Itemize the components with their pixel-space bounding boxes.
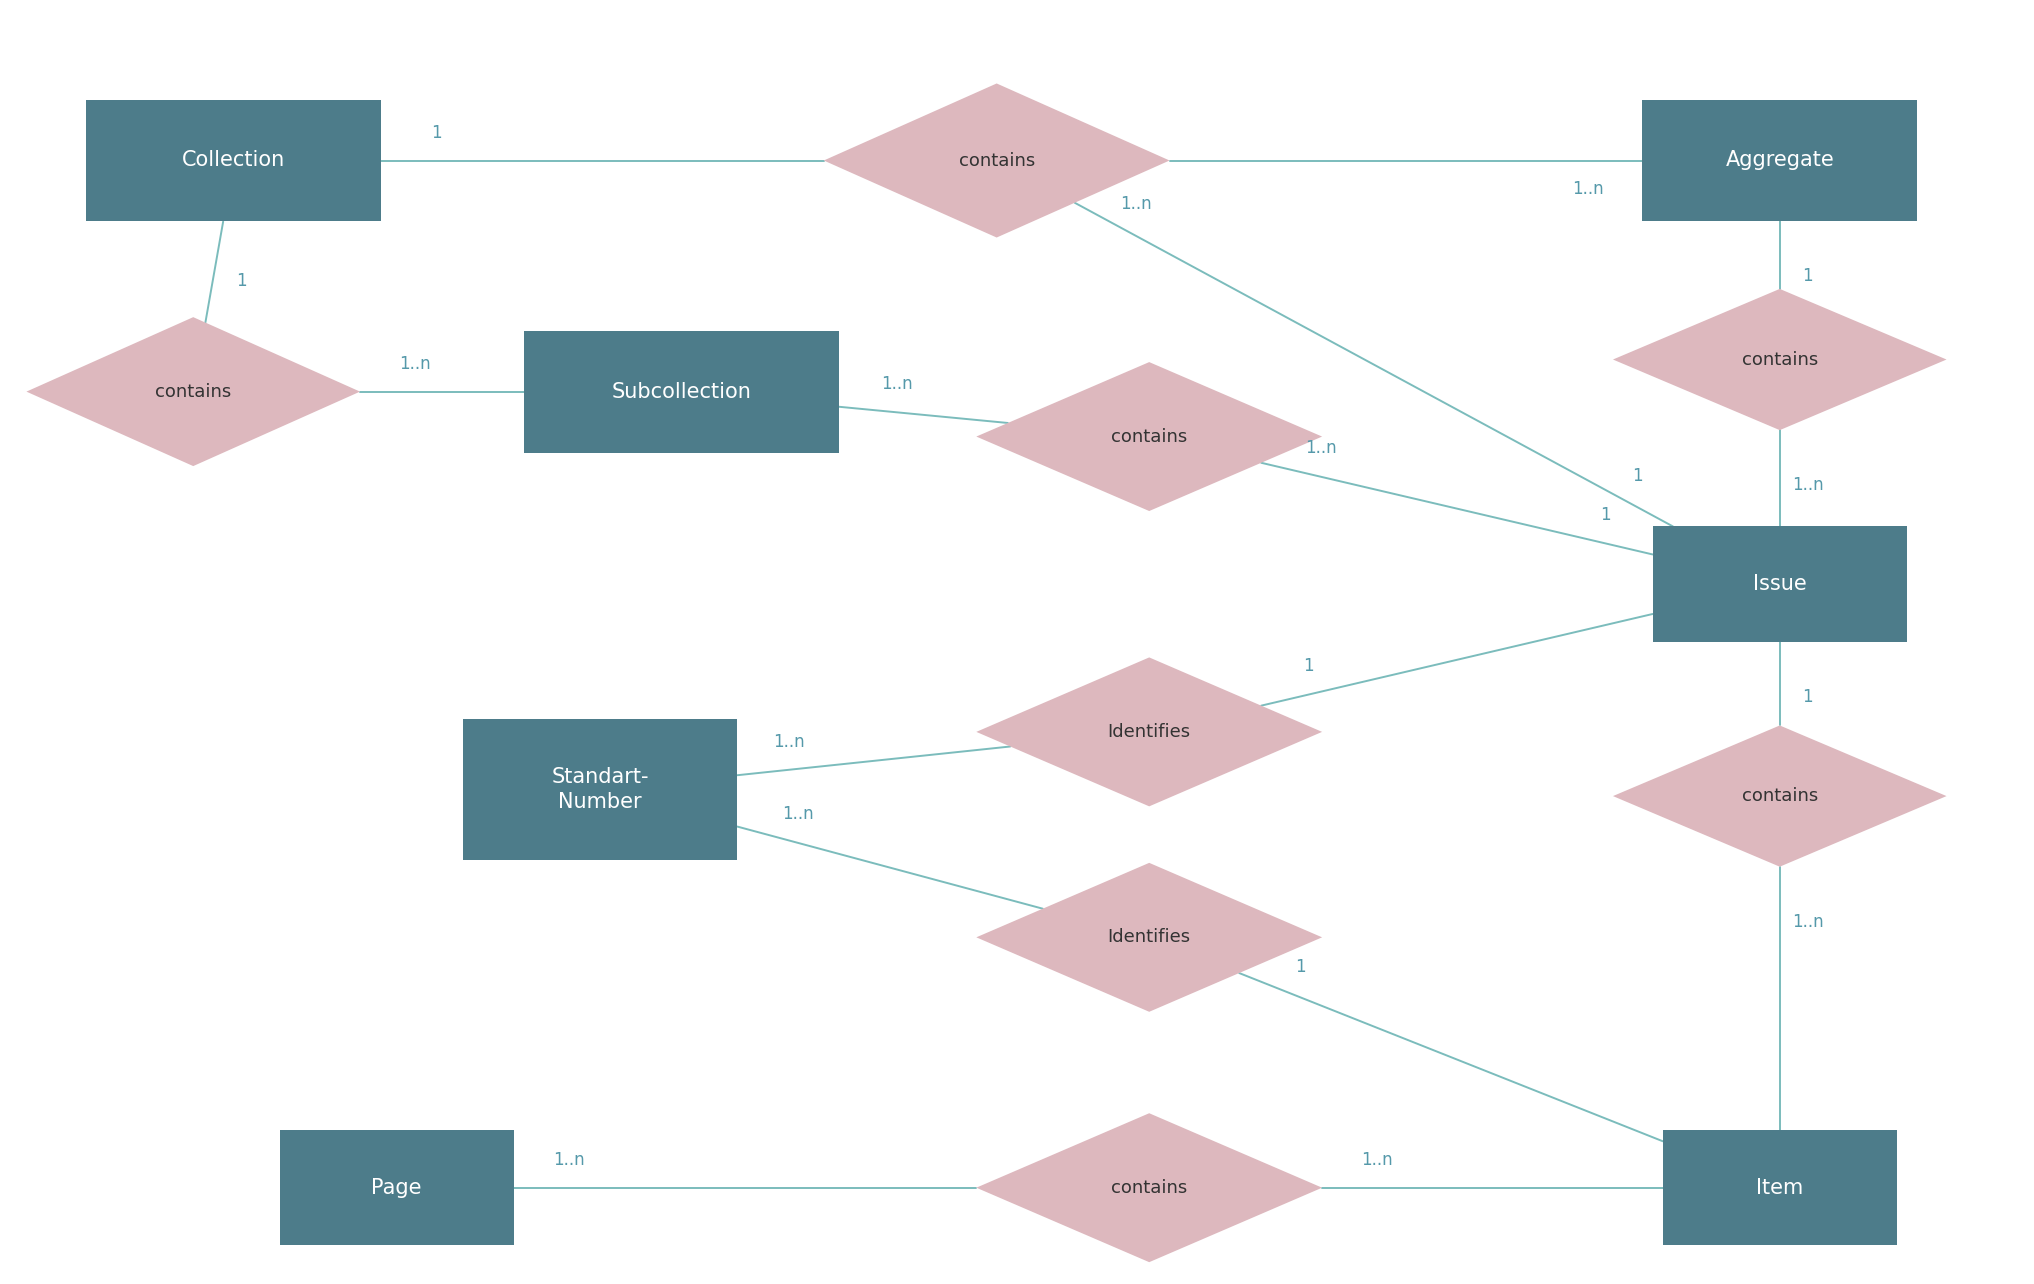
Text: Identifies: Identifies: [1109, 723, 1190, 741]
Text: Identifies: Identifies: [1109, 928, 1190, 946]
Text: Collection: Collection: [183, 150, 285, 171]
Text: 1..n: 1..n: [773, 733, 805, 751]
Text: 1..n: 1..n: [1361, 1150, 1393, 1168]
FancyBboxPatch shape: [462, 719, 736, 860]
Polygon shape: [976, 362, 1322, 511]
Polygon shape: [976, 863, 1322, 1012]
Text: contains: contains: [1741, 351, 1818, 369]
Text: Issue: Issue: [1753, 574, 1806, 594]
Text: Subcollection: Subcollection: [612, 381, 751, 402]
Text: 1..n: 1..n: [1572, 180, 1603, 198]
Text: 1: 1: [1633, 466, 1643, 484]
FancyBboxPatch shape: [1643, 100, 1916, 221]
Polygon shape: [976, 1113, 1322, 1262]
Text: 1..n: 1..n: [1121, 195, 1151, 213]
FancyBboxPatch shape: [525, 331, 840, 453]
Text: contains: contains: [1111, 1179, 1188, 1197]
FancyBboxPatch shape: [281, 1130, 513, 1245]
FancyBboxPatch shape: [1652, 526, 1908, 642]
Polygon shape: [1613, 289, 1947, 430]
Text: 1: 1: [1296, 958, 1306, 976]
Text: contains: contains: [155, 383, 232, 401]
Text: 1: 1: [1802, 267, 1812, 285]
Polygon shape: [976, 657, 1322, 806]
Text: 1: 1: [1601, 506, 1611, 524]
Text: Item: Item: [1755, 1177, 1804, 1198]
Text: 1..n: 1..n: [881, 375, 913, 393]
Text: 1: 1: [1802, 688, 1812, 706]
Text: 1: 1: [236, 271, 246, 289]
FancyBboxPatch shape: [1664, 1130, 1896, 1245]
Text: 1: 1: [431, 123, 441, 141]
Text: Aggregate: Aggregate: [1725, 150, 1835, 171]
Text: 1..n: 1..n: [399, 354, 431, 372]
Text: 1..n: 1..n: [1792, 913, 1824, 931]
Polygon shape: [26, 317, 360, 466]
Text: contains: contains: [958, 152, 1035, 169]
Polygon shape: [824, 83, 1170, 238]
Text: 1..n: 1..n: [1792, 476, 1824, 494]
Text: contains: contains: [1111, 428, 1188, 446]
FancyBboxPatch shape: [87, 100, 382, 221]
Polygon shape: [1613, 725, 1947, 867]
Text: Standart-
Number: Standart- Number: [551, 768, 649, 811]
Text: contains: contains: [1741, 787, 1818, 805]
Text: 1..n: 1..n: [781, 805, 814, 823]
Text: 1..n: 1..n: [1306, 439, 1336, 457]
Text: 1: 1: [1304, 657, 1314, 675]
Text: Page: Page: [372, 1177, 421, 1198]
Text: 1..n: 1..n: [553, 1150, 584, 1168]
